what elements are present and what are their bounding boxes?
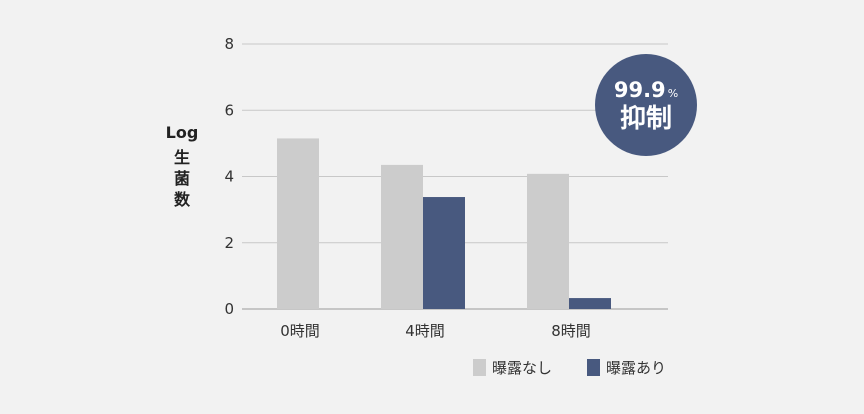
y-tick-label: 0 <box>224 300 234 318</box>
x-tick-label: 0時間 <box>280 322 320 340</box>
reduction-text: 抑制 <box>619 104 672 134</box>
legend-swatch-exposed <box>587 359 600 376</box>
bar-unexposed <box>527 173 569 309</box>
bar-exposed <box>423 197 465 309</box>
y-axis-label: Log 生 菌 数 <box>160 122 204 210</box>
bar-exposed <box>569 298 611 309</box>
reduction-unit: % <box>667 87 679 100</box>
legend-swatch-unexposed <box>473 359 486 376</box>
y-axis-label-log: Log <box>165 123 199 142</box>
x-tick-label: 8時間 <box>551 322 591 340</box>
y-tick-label: 4 <box>224 168 234 186</box>
y-axis-label-char3: 数 <box>173 190 190 209</box>
bar-unexposed <box>381 164 423 309</box>
reduction-badge: 99.9% 抑制 <box>595 54 697 156</box>
y-tick-label: 6 <box>224 101 234 119</box>
legend-item-exposed: 曝露あり <box>587 357 666 378</box>
y-axis-label-char2: 菌 <box>173 169 190 188</box>
y-tick-label: 2 <box>224 234 234 252</box>
y-axis-label-char1: 生 <box>173 148 190 167</box>
reduction-value: 99.9 <box>613 78 666 102</box>
reduction-percent: 99.9% <box>595 78 697 106</box>
x-tick-label: 4時間 <box>405 322 445 340</box>
legend-label-unexposed: 曝露なし <box>492 359 553 377</box>
y-tick-label: 8 <box>224 35 234 53</box>
legend-item-unexposed: 曝露なし <box>473 357 552 378</box>
bar-unexposed <box>277 138 319 309</box>
legend-label-exposed: 曝露あり <box>606 359 667 377</box>
